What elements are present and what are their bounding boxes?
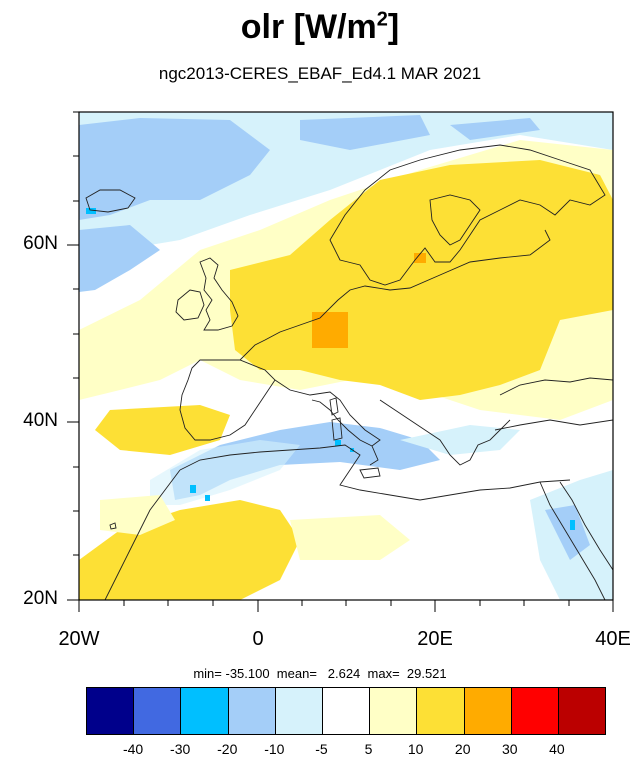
colorbar-label: 20 <box>454 741 471 757</box>
colorbar-box <box>134 688 182 734</box>
coastlines <box>85 144 613 600</box>
axis-ticks <box>67 111 614 612</box>
colorbar-label: -10 <box>264 741 285 757</box>
lon-label-20e: 20E <box>417 628 453 650</box>
colorbar-label: 5 <box>364 741 373 757</box>
colorbar-box <box>87 688 135 734</box>
colorbar-box <box>417 688 465 734</box>
plot-subtitle: ngc2013-CERES_EBAF_Ed4.1 MAR 2021 <box>158 64 482 83</box>
colorbar-label: -40 <box>122 741 144 757</box>
plot-title-superscript: 2 <box>376 8 388 31</box>
colorbar-label: 10 <box>407 741 424 757</box>
lon-label-20w: 20W <box>58 628 100 650</box>
colorbar-label: -30 <box>170 741 191 757</box>
colorbar-label: -20 <box>217 741 238 757</box>
colorbar <box>86 687 606 735</box>
lat-label-20n: 20N <box>23 588 58 609</box>
anomaly-field <box>79 112 613 600</box>
colorbar-box <box>275 688 323 734</box>
field-statistics: min= -35.100 mean= 2.624 max= 29.521 <box>193 666 447 681</box>
plot-title: olr [W/m2] <box>0 8 640 47</box>
colorbar-box <box>181 688 229 734</box>
colorbar-box <box>511 688 559 734</box>
colorbar-box <box>558 688 606 734</box>
colorbar-box <box>322 688 371 734</box>
plot-title-close: ] <box>387 8 400 46</box>
colorbar-label: -5 <box>315 741 328 757</box>
colorbar-box <box>464 688 512 734</box>
colorbar-label: 30 <box>502 741 518 757</box>
lon-label-40e: 40E <box>595 628 631 650</box>
plot-title-text: olr [W/m <box>240 8 377 46</box>
colorbar-box <box>228 688 276 734</box>
colorbar-box <box>370 688 418 734</box>
colorbar-label: 40 <box>549 741 565 757</box>
lat-label-60n: 60N <box>23 233 58 254</box>
lat-label-40n: 40N <box>23 410 58 431</box>
lon-label-0: 0 <box>252 628 264 650</box>
